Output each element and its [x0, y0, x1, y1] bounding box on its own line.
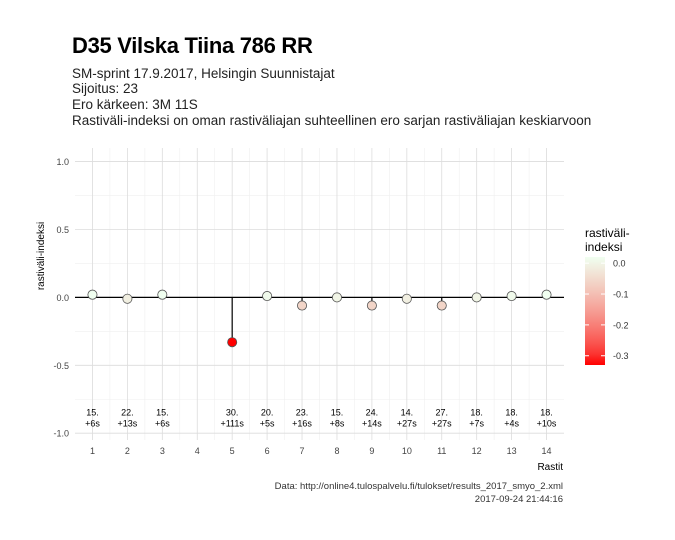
x-tick-label: 12 — [472, 446, 482, 456]
legend-tick-label: -0.1 — [613, 290, 629, 300]
x-tick-label: 14 — [542, 446, 552, 456]
point-rank-label: 18. — [505, 408, 518, 418]
point-rank-label: 14. — [401, 408, 414, 418]
y-tick-label: -0.5 — [53, 361, 69, 371]
point-rank-label: 18. — [470, 408, 483, 418]
y-tick-label: 1.0 — [56, 157, 69, 167]
data-point — [506, 291, 517, 302]
legend-color-bar — [585, 257, 605, 365]
point-diff-label: +10s — [537, 418, 557, 428]
x-tick-label: 13 — [507, 446, 517, 456]
data-point — [471, 292, 482, 303]
x-tick-label: 6 — [265, 446, 270, 456]
point-diff-label: +4s — [504, 418, 519, 428]
point-rank-label: 15. — [331, 408, 344, 418]
point-diff-label: +27s — [397, 418, 417, 428]
x-tick-label: 2 — [125, 446, 130, 456]
x-tick-label: 8 — [334, 446, 339, 456]
y-tick-label: 0.5 — [56, 225, 69, 235]
data-source-caption: Data: http://online4.tulospalvelu.fi/tul… — [274, 481, 563, 492]
legend-title-line1: rastiväli- — [585, 226, 630, 240]
point-rank-label: 27. — [435, 408, 448, 418]
point-diff-label: +16s — [292, 418, 312, 428]
x-tick-label: 5 — [230, 446, 235, 456]
x-tick-label: 1 — [90, 446, 95, 456]
data-point — [331, 292, 342, 303]
point-rank-label: 20. — [261, 408, 274, 418]
legend-tick-label: -0.3 — [613, 351, 629, 361]
data-point — [401, 293, 412, 304]
x-tick-label: 3 — [160, 446, 165, 456]
point-rank-label: 15. — [156, 408, 169, 418]
point-diff-label: +5s — [260, 418, 275, 428]
data-point — [87, 289, 98, 300]
subtitle-competition: SM-sprint 17.9.2017, Helsingin Suunnista… — [72, 66, 335, 81]
subtitle-placement: Sijoitus: 23 — [72, 81, 139, 96]
point-rank-label: 24. — [366, 408, 379, 418]
legend-tick-label: 0.0 — [613, 259, 626, 269]
subtitle-gap-to-leader: Ero kärkeen: 3M 11S — [72, 97, 198, 112]
y-tick-label: -1.0 — [53, 429, 69, 439]
data-point — [297, 300, 308, 311]
legend-title-line2: indeksi — [585, 240, 622, 254]
x-axis-title: Rastit — [537, 462, 563, 473]
point-rank-label: 18. — [540, 408, 553, 418]
point-diff-label: +7s — [469, 418, 484, 428]
data-point — [366, 300, 377, 311]
y-tick-label: 0.0 — [56, 293, 69, 303]
point-diff-label: +13s — [118, 418, 138, 428]
legend-tick-label: -0.2 — [613, 320, 629, 330]
data-point — [436, 300, 447, 311]
data-point — [227, 337, 238, 348]
x-tick-label: 7 — [300, 446, 305, 456]
point-diff-label: +6s — [85, 418, 100, 428]
subtitle-index-description: Rastiväli-indeksi on oman rastiväliajan … — [72, 113, 592, 128]
point-diff-label: +27s — [432, 418, 452, 428]
point-rank-label: 23. — [296, 408, 309, 418]
x-tick-label: 11 — [437, 446, 446, 456]
x-tick-label: 10 — [402, 446, 412, 456]
y-axis-title: rastiväli-indeksi — [36, 222, 47, 290]
point-rank-label: 22. — [121, 408, 134, 418]
x-tick-label: 4 — [195, 446, 200, 456]
point-diff-label: +8s — [330, 418, 345, 428]
chart-title: D35 Vilska Tiina 786 RR — [72, 33, 313, 58]
point-diff-label: +111s — [220, 418, 244, 428]
timestamp-caption: 2017-09-24 21:44:16 — [474, 494, 563, 505]
point-rank-label: 15. — [86, 408, 99, 418]
data-point — [541, 289, 552, 300]
point-diff-label: +6s — [155, 418, 170, 428]
data-point — [262, 291, 273, 302]
data-point — [157, 289, 168, 300]
point-diff-label: +14s — [362, 418, 382, 428]
x-tick-label: 9 — [369, 446, 374, 456]
point-rank-label: 30. — [226, 408, 239, 418]
data-point — [122, 293, 133, 304]
